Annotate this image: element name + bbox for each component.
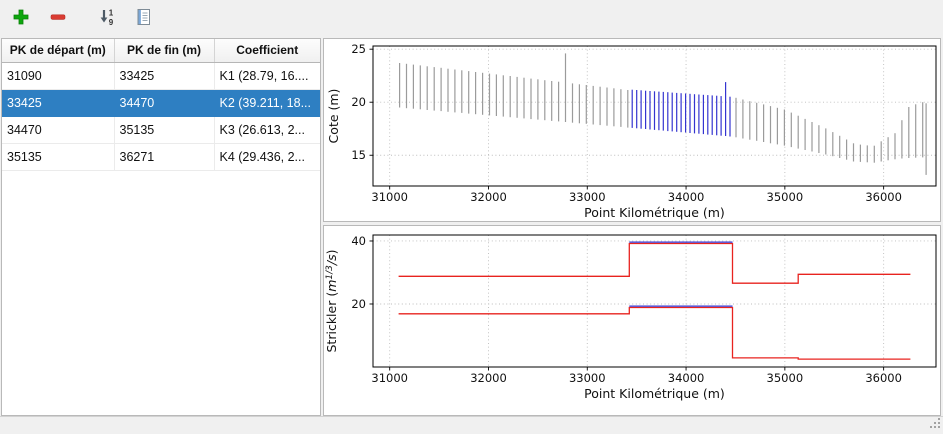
table-cell[interactable]: 35135: [2, 143, 115, 171]
column-header-pk-depart[interactable]: PK de départ (m): [2, 39, 115, 63]
add-button[interactable]: [7, 5, 34, 32]
grid: [373, 235, 936, 367]
table-cell[interactable]: K4 (29.436, 2...: [214, 143, 320, 171]
column-header-coefficient[interactable]: Coefficient: [214, 39, 320, 63]
remove-icon: [48, 7, 68, 30]
svg-text:36000: 36000: [865, 190, 902, 204]
svg-text:25: 25: [351, 42, 366, 56]
sort-numeric-icon: 1 9: [97, 7, 117, 30]
x-axis-label: Point Kilométrique (m): [584, 205, 725, 220]
tick-labels: 31000 32000 33000 34000 35000 36000 15 20 25: [351, 42, 902, 204]
svg-text:15: 15: [351, 148, 366, 162]
svg-text:35000: 35000: [767, 371, 804, 385]
plot-frame: [372, 234, 937, 368]
table-cell[interactable]: 34470: [114, 89, 215, 117]
svg-text:36000: 36000: [865, 371, 902, 385]
table-cell[interactable]: 35135: [114, 116, 215, 144]
cote-chart-box: 31000 32000 33000 34000 35000 36000 15 20 25 Poin…: [323, 38, 941, 222]
y-axis-label: Strickler (m1/3/s): [324, 249, 339, 352]
table-header: PK de départ (m) PK de fin (m) Coefficie…: [2, 39, 320, 63]
charts-panel: 31000 32000 33000 34000 35000 36000 15 20 25 Poin…: [323, 38, 941, 419]
table-row[interactable]: 34470 35135 K3 (26.613, 2...: [2, 116, 320, 144]
svg-text:20: 20: [351, 95, 366, 109]
table-cell[interactable]: 33425: [114, 62, 215, 90]
svg-text:32000: 32000: [470, 371, 507, 385]
y-axis-label: Cote (m): [326, 89, 341, 144]
x-axis-label: Point Kilométrique (m): [584, 386, 725, 401]
step-series-coefficient-1-all-reaches: [398, 242, 911, 284]
statusbar: [0, 416, 943, 434]
report-button[interactable]: [130, 5, 157, 32]
cote-chart: 31000 32000 33000 34000 35000 36000 15 20 25 Poin…: [326, 42, 937, 220]
plot-frame: [372, 45, 937, 187]
table-cell[interactable]: 31090: [2, 62, 115, 90]
toolbar: 1 9: [0, 0, 943, 37]
profile-segments: [631, 82, 731, 137]
svg-text:1: 1: [108, 9, 113, 18]
axis-ticks: [369, 48, 885, 190]
table-row[interactable]: 33425 34470 K2 (39.211, 18...: [2, 89, 320, 117]
svg-text:34000: 34000: [668, 190, 705, 204]
coefficient-table: PK de départ (m) PK de fin (m) Coefficie…: [1, 38, 321, 416]
step-series-coefficient-2-all-reaches: [398, 306, 911, 360]
add-icon: [11, 7, 31, 30]
svg-text:34000: 34000: [668, 371, 705, 385]
table-cell[interactable]: K3 (26.613, 2...: [214, 116, 320, 144]
svg-text:40: 40: [351, 234, 366, 248]
svg-text:32000: 32000: [470, 190, 507, 204]
profile-segments: [735, 97, 927, 175]
strickler-chart: 31000 32000 33000 34000 35000 36000 20 40 Point …: [324, 234, 937, 401]
main-content: PK de départ (m) PK de fin (m) Coefficie…: [0, 38, 943, 416]
table-row[interactable]: 35135 36271 K4 (29.436, 2...: [2, 143, 320, 171]
remove-button[interactable]: [44, 5, 71, 32]
strickler-chart-box: 31000 32000 33000 34000 35000 36000 20 40 Point …: [323, 225, 941, 416]
resize-grip[interactable]: [929, 417, 941, 432]
svg-text:9: 9: [108, 18, 113, 27]
svg-text:33000: 33000: [569, 190, 606, 204]
svg-text:33000: 33000: [569, 371, 606, 385]
svg-text:31000: 31000: [371, 190, 408, 204]
column-header-pk-fin[interactable]: PK de fin (m): [114, 39, 215, 63]
report-icon: [134, 7, 154, 30]
table-cell[interactable]: 34470: [2, 116, 115, 144]
sort-button[interactable]: 1 9: [93, 5, 120, 32]
table-cell[interactable]: 33425: [2, 89, 115, 117]
svg-text:35000: 35000: [767, 190, 804, 204]
table-row[interactable]: 31090 33425 K1 (28.79, 16....: [2, 62, 320, 90]
svg-text:31000: 31000: [371, 371, 408, 385]
table-cell[interactable]: 36271: [114, 143, 215, 171]
table-cell[interactable]: K2 (39.211, 18...: [214, 89, 320, 117]
profile-segments: [398, 53, 629, 128]
table-cell[interactable]: K1 (28.79, 16....: [214, 62, 320, 90]
axis-ticks: [369, 240, 885, 371]
table-body: 31090 33425 K1 (28.79, 16.... 33425 34470 K2 …: [2, 62, 320, 171]
tick-labels: 31000 32000 33000 34000 35000 36000 20 40: [351, 234, 902, 385]
svg-text:20: 20: [351, 297, 366, 311]
